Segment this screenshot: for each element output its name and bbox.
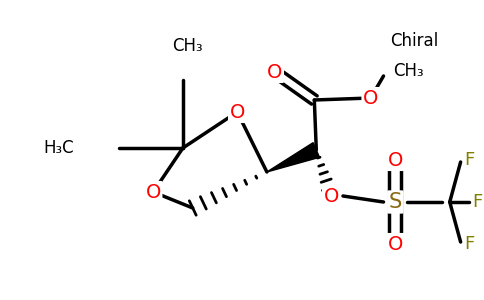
Text: O: O: [267, 62, 283, 82]
Text: F: F: [465, 235, 475, 253]
Text: F: F: [472, 193, 483, 211]
Text: S: S: [389, 192, 402, 212]
Polygon shape: [267, 143, 319, 172]
Text: O: O: [323, 187, 339, 206]
Text: CH₃: CH₃: [172, 37, 203, 55]
Text: O: O: [363, 88, 378, 107]
Text: O: O: [146, 182, 161, 202]
Text: F: F: [465, 151, 475, 169]
Text: O: O: [229, 103, 245, 122]
Text: O: O: [388, 151, 403, 169]
Text: CH₃: CH₃: [393, 62, 424, 80]
Text: H₃C: H₃C: [44, 139, 74, 157]
Text: O: O: [388, 235, 403, 254]
Text: Chiral: Chiral: [391, 32, 439, 50]
